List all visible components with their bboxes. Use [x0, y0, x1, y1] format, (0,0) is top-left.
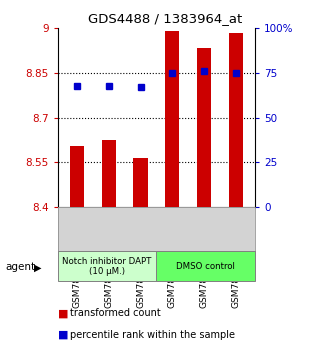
Text: ▶: ▶: [34, 262, 42, 272]
Text: GDS4488 / 1383964_at: GDS4488 / 1383964_at: [88, 12, 243, 25]
Text: transformed count: transformed count: [70, 308, 160, 318]
Bar: [102, 140, 116, 207]
Bar: [197, 48, 211, 207]
Text: percentile rank within the sample: percentile rank within the sample: [70, 330, 234, 339]
Text: DMSO control: DMSO control: [176, 262, 235, 271]
Text: ■: ■: [58, 330, 69, 339]
Bar: [133, 158, 148, 207]
Text: ■: ■: [58, 308, 69, 318]
Bar: [229, 33, 243, 207]
Bar: [58, 251, 156, 281]
Text: agent: agent: [5, 262, 35, 272]
Bar: [165, 31, 179, 207]
Bar: [70, 146, 84, 207]
Bar: [156, 251, 255, 281]
Text: Notch inhibitor DAPT
(10 μM.): Notch inhibitor DAPT (10 μM.): [63, 257, 152, 276]
